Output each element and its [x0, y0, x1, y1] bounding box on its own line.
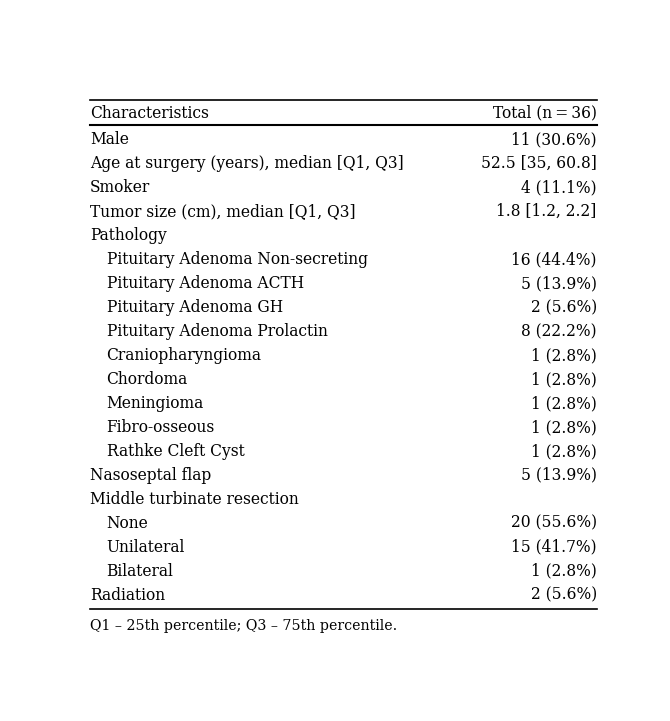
- Text: Q1 – 25th percentile; Q3 – 75th percentile.: Q1 – 25th percentile; Q3 – 75th percenti…: [90, 619, 397, 633]
- Text: Pituitary Adenoma GH: Pituitary Adenoma GH: [107, 299, 283, 316]
- Text: Bilateral: Bilateral: [107, 563, 174, 580]
- Text: Meningioma: Meningioma: [107, 395, 204, 412]
- Text: Nasoseptal flap: Nasoseptal flap: [90, 467, 211, 484]
- Text: Pathology: Pathology: [90, 227, 167, 244]
- Text: 11 (30.6%): 11 (30.6%): [511, 131, 597, 148]
- Text: Unilateral: Unilateral: [107, 539, 185, 556]
- Text: Chordoma: Chordoma: [107, 371, 188, 388]
- Text: Male: Male: [90, 131, 129, 148]
- Text: Tumor size (cm), median [Q1, Q3]: Tumor size (cm), median [Q1, Q3]: [90, 203, 356, 220]
- Text: 1 (2.8%): 1 (2.8%): [531, 419, 597, 436]
- Text: 2 (5.6%): 2 (5.6%): [531, 587, 597, 603]
- Text: Pituitary Adenoma ACTH: Pituitary Adenoma ACTH: [107, 275, 304, 292]
- Text: 5 (13.9%): 5 (13.9%): [521, 467, 597, 484]
- Text: 4 (11.1%): 4 (11.1%): [521, 179, 597, 196]
- Text: 1 (2.8%): 1 (2.8%): [531, 371, 597, 388]
- Text: Age at surgery (years), median [Q1, Q3]: Age at surgery (years), median [Q1, Q3]: [90, 155, 404, 172]
- Text: Fibro-osseous: Fibro-osseous: [107, 419, 215, 436]
- Text: Pituitary Adenoma Non-secreting: Pituitary Adenoma Non-secreting: [107, 251, 368, 268]
- Text: Smoker: Smoker: [90, 179, 150, 196]
- Text: Middle turbinate resection: Middle turbinate resection: [90, 491, 299, 508]
- Text: 8 (22.2%): 8 (22.2%): [521, 323, 597, 340]
- Text: 16 (44.4%): 16 (44.4%): [511, 251, 597, 268]
- Text: Radiation: Radiation: [90, 587, 165, 603]
- Text: 1 (2.8%): 1 (2.8%): [531, 563, 597, 580]
- Text: None: None: [107, 515, 148, 532]
- Text: Characteristics: Characteristics: [90, 105, 209, 122]
- Text: 1 (2.8%): 1 (2.8%): [531, 443, 597, 460]
- Text: 2 (5.6%): 2 (5.6%): [531, 299, 597, 316]
- Text: Craniopharyngioma: Craniopharyngioma: [107, 347, 261, 364]
- Text: 52.5 [35, 60.8]: 52.5 [35, 60.8]: [481, 155, 597, 172]
- Text: 1 (2.8%): 1 (2.8%): [531, 395, 597, 412]
- Text: 5 (13.9%): 5 (13.9%): [521, 275, 597, 292]
- Text: 1 (2.8%): 1 (2.8%): [531, 347, 597, 364]
- Text: 15 (41.7%): 15 (41.7%): [511, 539, 597, 556]
- Text: 1.8 [1.2, 2.2]: 1.8 [1.2, 2.2]: [496, 203, 597, 220]
- Text: Total (n = 36): Total (n = 36): [492, 105, 597, 122]
- Text: Pituitary Adenoma Prolactin: Pituitary Adenoma Prolactin: [107, 323, 328, 340]
- Text: Rathke Cleft Cyst: Rathke Cleft Cyst: [107, 443, 245, 460]
- Text: 20 (55.6%): 20 (55.6%): [511, 515, 597, 532]
